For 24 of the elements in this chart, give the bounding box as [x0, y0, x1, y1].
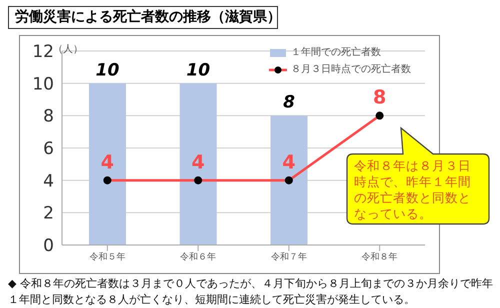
legend-label: １年間での死亡者数: [291, 46, 381, 60]
data-label: 8: [373, 86, 386, 109]
y-tick-label: 12: [32, 42, 54, 62]
y-tick-label: 4: [43, 171, 54, 192]
text: ◆ 令和８年の死亡者数は３月まで０人であったが、４月下旬から８月上旬までの３か月余りで昨年１年間と同数となる８人が亡くなり、短期間に連続して死亡災害が発生している。: [8, 276, 494, 308]
legend-label: ８月３日時点での死亡者数: [291, 62, 411, 77]
y-tick-label: 0: [43, 236, 54, 256]
y-tick-label: 8: [43, 106, 54, 127]
data-label: 10: [96, 60, 120, 80]
data-label: 10: [186, 60, 210, 80]
x-tick-label: 令和６年: [180, 251, 216, 262]
x-tick-label: 令和７年: [270, 251, 307, 262]
y-tick-label: 6: [43, 139, 54, 160]
chart-title: 労働災害による死亡者数の推移（滋賀県）: [8, 6, 281, 29]
data-label: 4: [100, 151, 114, 174]
y-tick-label: 2: [43, 204, 54, 224]
y-axis-title: （人）: [53, 43, 83, 56]
x-tick-label: 令和８年: [362, 251, 398, 262]
y-tick-label: 10: [32, 74, 54, 94]
x-tick-label: 令和５年: [89, 251, 126, 262]
data-label: 4: [192, 151, 205, 174]
data-label: 4: [282, 151, 296, 174]
data-label: 8: [283, 92, 296, 113]
annotation: 令和８年は８月３日時点で、昨年１年間の死亡者数と同数となっている。: [354, 158, 472, 222]
